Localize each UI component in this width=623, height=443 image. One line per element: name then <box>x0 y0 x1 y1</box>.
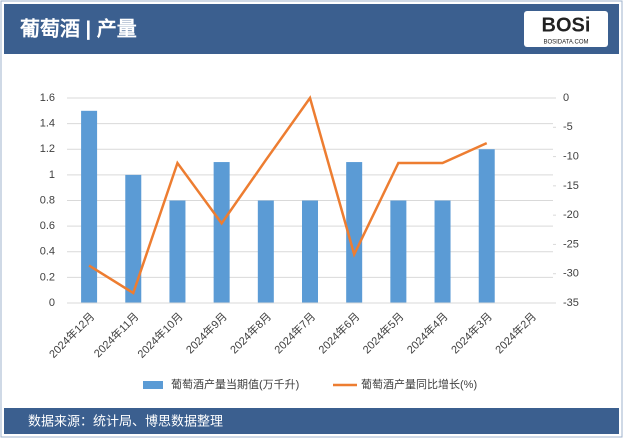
y-tick-label: 0.8 <box>40 194 55 206</box>
y2-tick-label: -5 <box>563 121 573 133</box>
y-tick-label: 0.6 <box>40 220 55 232</box>
y-tick-label: 1 <box>49 169 55 181</box>
logo-box <box>524 11 608 47</box>
footer-band <box>4 408 619 434</box>
bar <box>434 200 451 303</box>
header-title: 葡萄酒 | 产量 <box>19 16 137 40</box>
y2-tick-label: -15 <box>563 180 579 192</box>
legend-label: 葡萄酒产量同比增长(%) <box>361 377 477 391</box>
y2-tick-label: -20 <box>563 209 579 221</box>
footer-source: 数据来源：统计局、博思数据整理 <box>28 413 223 428</box>
y2-tick-label: -10 <box>563 150 579 162</box>
bar <box>169 200 186 303</box>
y2-tick-label: -30 <box>563 268 579 280</box>
bar <box>257 200 274 303</box>
y2-tick-label: 0 <box>563 92 569 104</box>
line <box>88 95 488 295</box>
bar <box>302 200 318 303</box>
bar <box>346 162 363 303</box>
legend-swatch <box>143 381 163 389</box>
y-tick-label: 0.2 <box>40 271 55 283</box>
y-tick-label: 0 <box>49 297 55 309</box>
bar <box>478 149 495 303</box>
y-tick-label: 0.4 <box>40 246 55 258</box>
y2-tick-label: -25 <box>563 238 579 250</box>
legend-label: 葡萄酒产量当期值(万千升) <box>171 377 299 391</box>
logo: BOSi <box>542 14 591 36</box>
y-tick-label: 1.4 <box>40 118 55 130</box>
bar <box>81 110 98 303</box>
y-tick-label: 1.6 <box>40 92 55 104</box>
bar <box>390 200 407 303</box>
y2-tick-label: -35 <box>563 297 579 309</box>
logo-sub: BOSIDATA.COM <box>543 40 588 46</box>
bar <box>125 174 142 303</box>
header-band <box>4 4 619 54</box>
bar <box>213 162 230 303</box>
y-tick-label: 1.2 <box>40 143 55 155</box>
